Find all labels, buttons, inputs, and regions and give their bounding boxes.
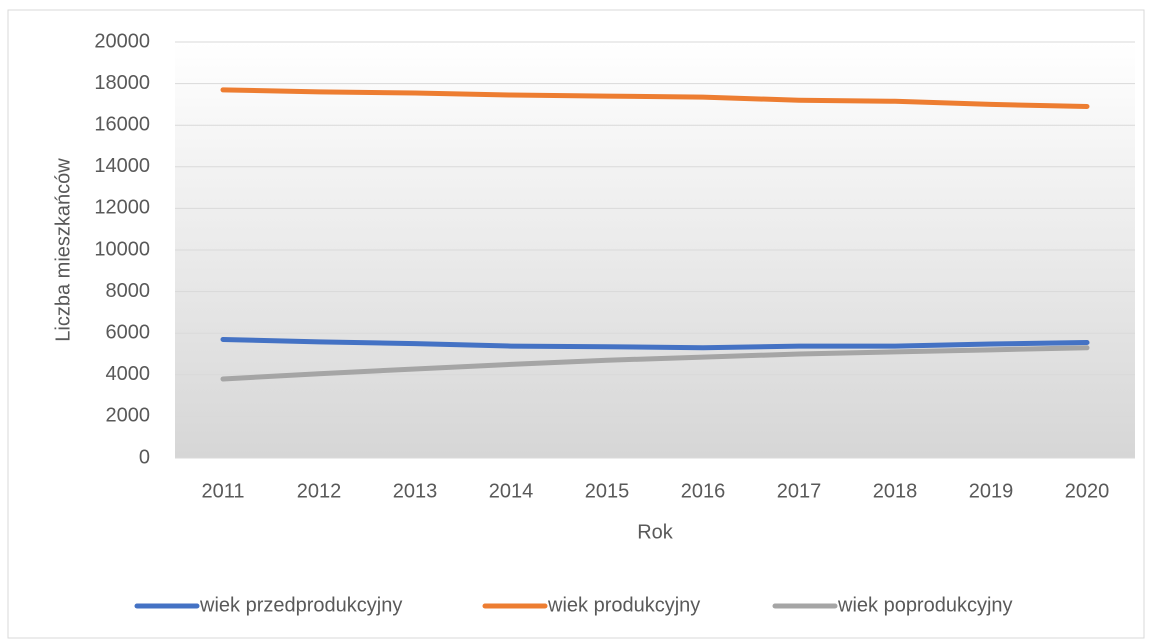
x-tick-label: 2019 (969, 480, 1014, 502)
y-tick-label: 18000 (94, 72, 150, 94)
x-tick-label: 2016 (681, 480, 726, 502)
y-tick-label: 20000 (94, 30, 150, 52)
y-tick-label: 16000 (94, 113, 150, 135)
legend-label: wiek przedprodukcyjny (199, 594, 402, 616)
x-tick-label: 2017 (777, 480, 822, 502)
y-tick-label: 12000 (94, 197, 150, 219)
line-series (220, 87, 1090, 109)
legend-label: wiek produkcyjny (547, 594, 700, 616)
line-series (220, 336, 1090, 351)
x-tick-label: 2014 (489, 480, 534, 502)
x-tick-label: 2012 (297, 480, 342, 502)
y-tick-label: 0 (139, 446, 150, 468)
line-series (220, 345, 1090, 382)
y-tick-label: 4000 (106, 363, 151, 385)
y-tick-label: 6000 (106, 321, 151, 343)
y-tick-label: 2000 (106, 405, 151, 427)
x-tick-label: 2018 (873, 480, 918, 502)
x-tick-label: 2015 (585, 480, 630, 502)
y-axis-label: Liczba mieszkańców (52, 158, 74, 342)
y-tick-label: 14000 (94, 155, 150, 177)
x-tick-label: 2011 (201, 480, 244, 502)
y-tick-label: 8000 (106, 280, 151, 302)
x-tick-label: 2020 (1065, 480, 1110, 502)
legend-label: wiek poprodukcyjny (837, 594, 1013, 616)
y-tick-label: 10000 (94, 238, 150, 260)
x-axis-label: Rok (637, 521, 674, 543)
x-tick-label: 2013 (393, 480, 438, 502)
